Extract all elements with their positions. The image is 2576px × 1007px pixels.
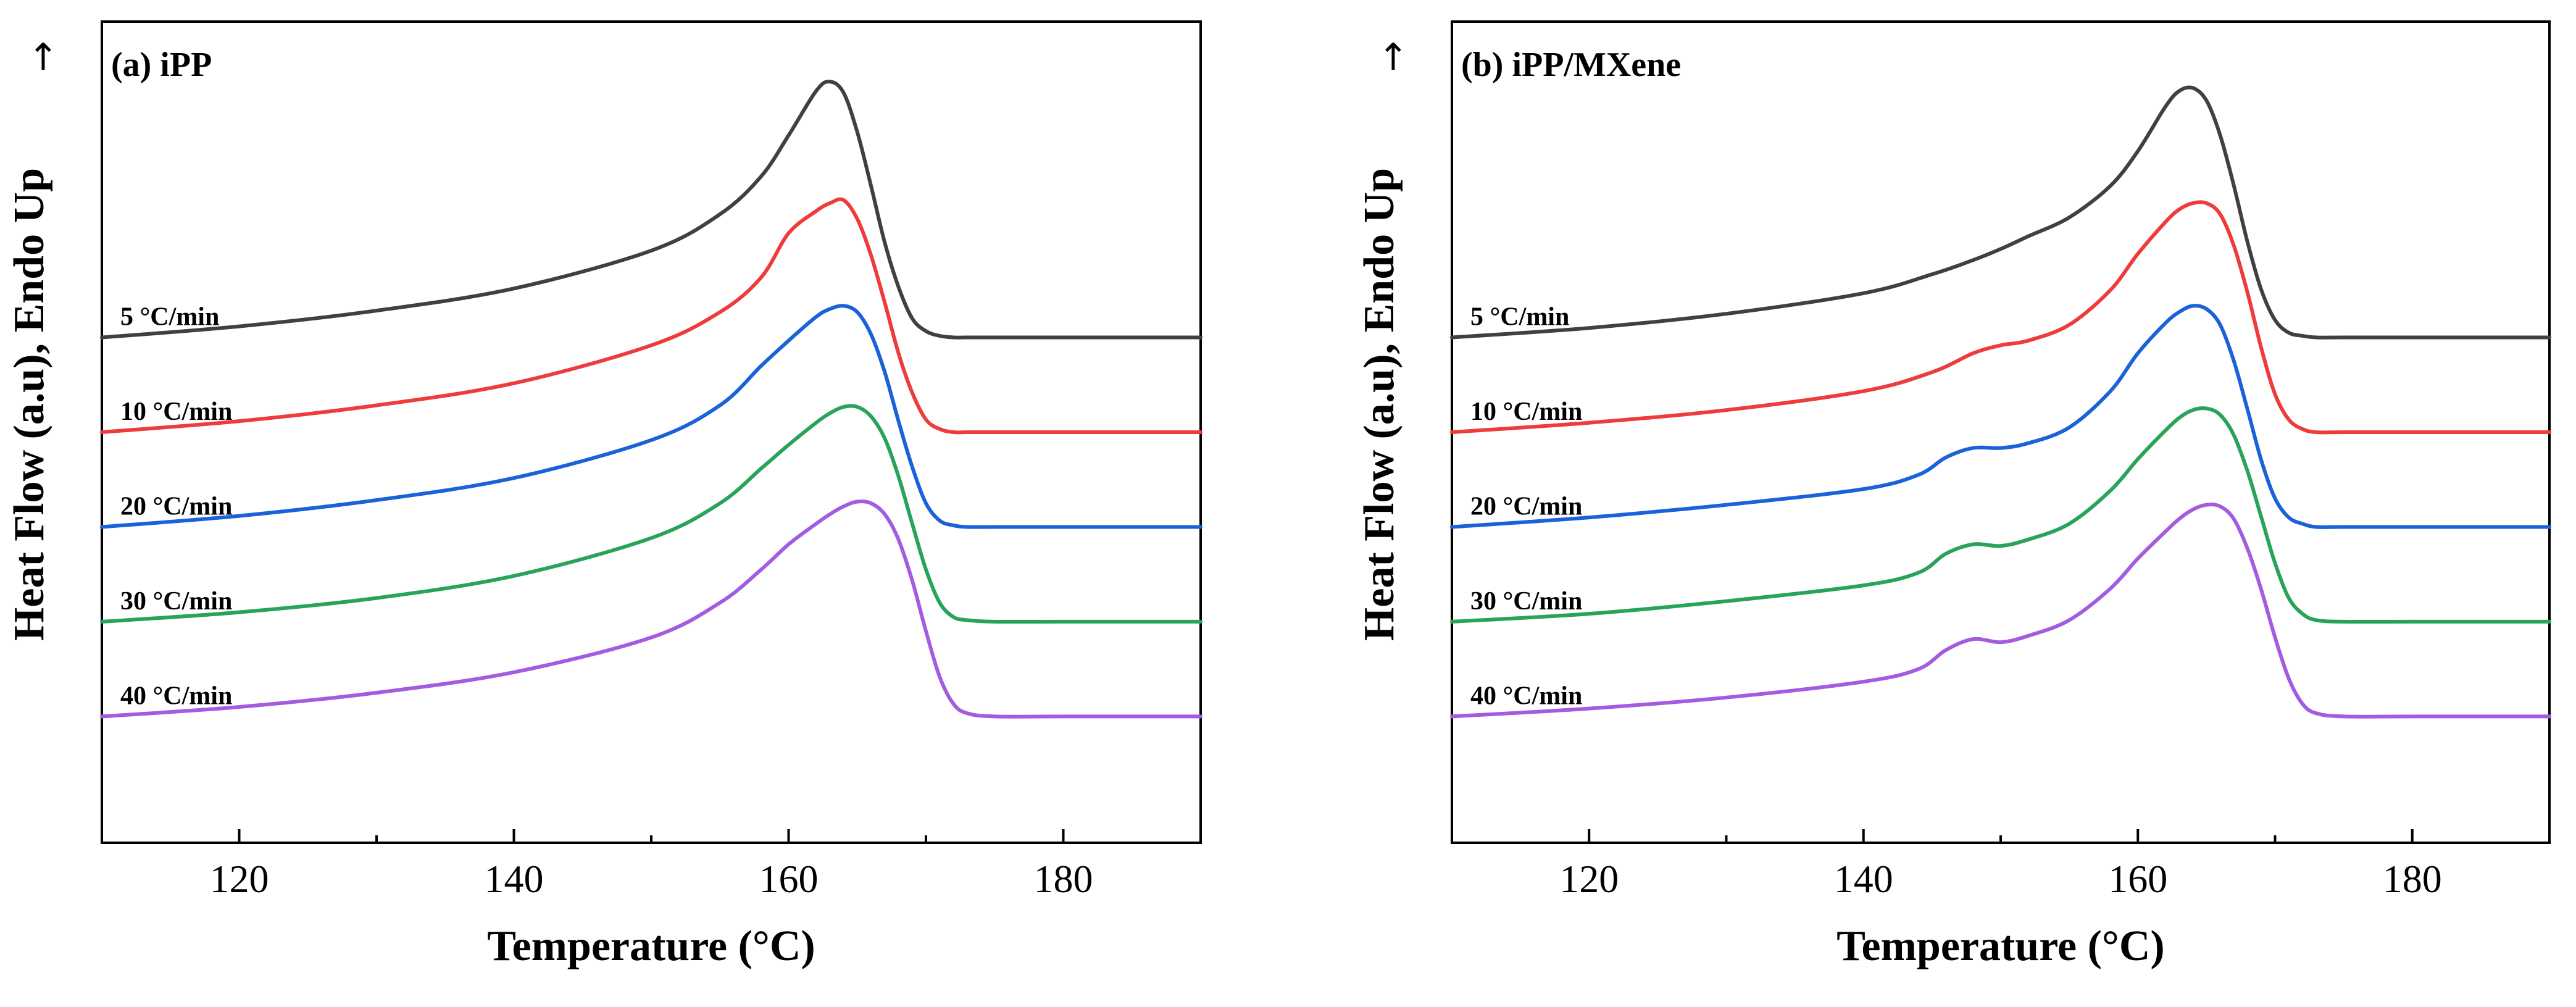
series-line — [1450, 503, 2551, 719]
endo-up-arrow-icon: ↑ — [1378, 36, 1409, 79]
series-label: 30 °C/min — [1470, 587, 1582, 616]
series-line — [100, 80, 1203, 340]
series-line — [1450, 200, 2551, 435]
x-tick-label: 140 — [485, 857, 544, 901]
series-label: 10 °C/min — [120, 398, 232, 426]
x-tick-label: 120 — [1559, 857, 1619, 901]
series-label: 20 °C/min — [1470, 492, 1582, 520]
y-axis-title: Heat Flow (a.u), Endo Up — [1356, 168, 1403, 641]
series-label: 5 °C/min — [120, 303, 219, 332]
series-line — [100, 197, 1203, 435]
x-tick-label: 160 — [759, 857, 819, 901]
series-line — [100, 499, 1203, 719]
series-line — [100, 304, 1203, 529]
y-axis-title: Heat Flow (a.u), Endo Up — [6, 168, 53, 641]
series-label: 40 °C/min — [1470, 682, 1582, 710]
panel-a-ipp: 120 140 160 180 Temperature (°C) Heat Flow (a… — [6, 20, 1203, 970]
series-label: 20 °C/min — [120, 492, 232, 520]
series-line — [1450, 304, 2551, 529]
endo-up-arrow-icon: ↑ — [28, 36, 59, 79]
panel-b-ipp-mxene: 120 140 160 180 Temperature (°C) Heat Flow (a… — [1356, 20, 2551, 970]
series-label: 40 °C/min — [120, 682, 232, 710]
series-line — [100, 404, 1203, 624]
series-label: 10 °C/min — [1470, 398, 1582, 426]
panel-label: (a) iPP — [111, 46, 212, 84]
x-axis-title: Temperature (°C) — [487, 922, 815, 970]
x-tick-label: 160 — [2108, 857, 2167, 901]
x-tick-label: 140 — [1834, 857, 1893, 901]
x-axis-title: Temperature (°C) — [1836, 922, 2165, 970]
series-line — [1450, 406, 2551, 624]
panel-label: (b) iPP/MXene — [1461, 46, 1681, 84]
series-label: 5 °C/min — [1470, 303, 1569, 332]
x-tick-label: 120 — [210, 857, 269, 901]
x-tick-label: 180 — [2383, 857, 2442, 901]
series-label: 30 °C/min — [120, 587, 232, 616]
x-tick-label: 180 — [1034, 857, 1093, 901]
series-line — [1450, 85, 2551, 340]
